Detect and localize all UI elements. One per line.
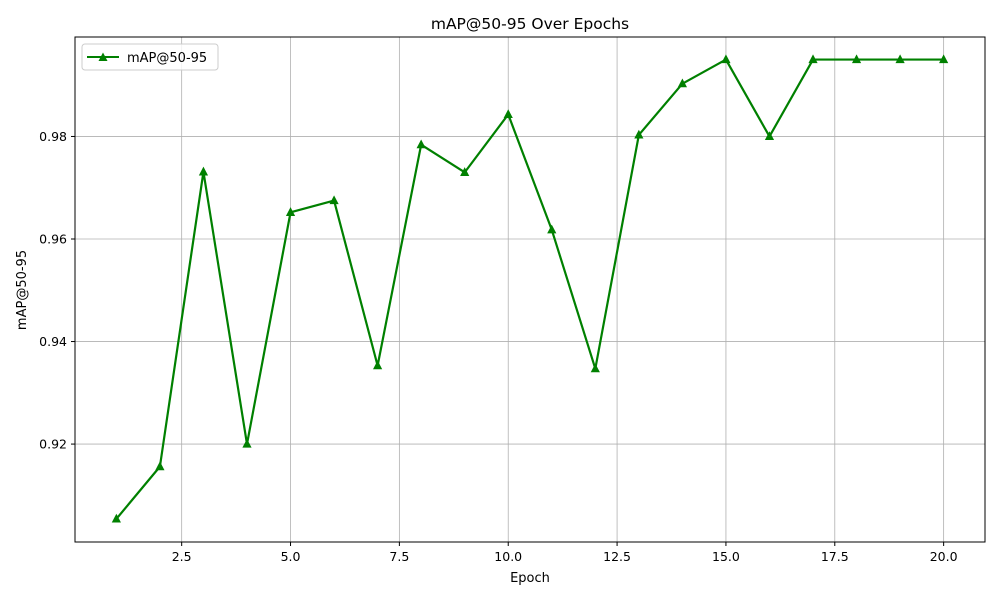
x-tick-label: 12.5	[603, 549, 631, 564]
data-point-marker	[373, 360, 383, 370]
y-tick-label: 0.94	[39, 334, 67, 349]
data-point-marker	[895, 54, 905, 64]
chart-title: mAP@50-95 Over Epochs	[431, 15, 629, 33]
y-axis-label: mAP@50-95	[15, 250, 30, 330]
x-tick-label: 20.0	[930, 549, 958, 564]
x-tick-label: 10.0	[494, 549, 522, 564]
data-point-marker	[677, 78, 687, 88]
legend: mAP@50-95	[81, 43, 219, 71]
data-point-marker	[590, 363, 600, 373]
data-point-marker	[634, 129, 644, 139]
series-line	[115, 58, 944, 520]
x-tick-label: 17.5	[821, 549, 849, 564]
series	[111, 54, 949, 523]
y-tick-label: 0.98	[39, 129, 67, 144]
legend-box	[81, 43, 219, 71]
data-point-marker	[808, 54, 818, 64]
x-tick-label: 7.5	[389, 549, 409, 564]
plot-frame	[74, 36, 986, 543]
legend-label: mAP@50-95	[127, 51, 207, 66]
x-tick-label: 2.5	[172, 549, 192, 564]
data-point-marker	[547, 224, 557, 234]
y-tick-label: 0.92	[39, 437, 67, 452]
data-point-marker	[111, 513, 121, 523]
data-point-marker	[851, 54, 862, 64]
data-point-marker	[721, 54, 731, 64]
data-point-marker	[285, 207, 296, 216]
x-tick-label: 15.0	[712, 549, 740, 564]
x-tick-label: 5.0	[281, 549, 301, 564]
data-point-marker	[416, 139, 426, 149]
data-point-marker	[503, 109, 513, 119]
data-point-marker	[242, 438, 252, 448]
data-point-marker	[939, 54, 949, 64]
data-point-marker	[460, 167, 470, 176]
data-point-marker	[329, 195, 339, 205]
x-axis-label: Epoch	[510, 571, 550, 586]
legend-marker	[98, 52, 108, 61]
data-point-marker	[764, 131, 775, 141]
grid	[75, 37, 985, 542]
data-point-marker	[155, 461, 165, 471]
data-point-marker	[198, 166, 209, 176]
y-tick-label: 0.96	[39, 232, 67, 247]
ticks: 2.5 5.0 7.5 10.0 12.5 15.0 17.5 20.0 0.92 0.94 0.9…	[39, 129, 957, 564]
